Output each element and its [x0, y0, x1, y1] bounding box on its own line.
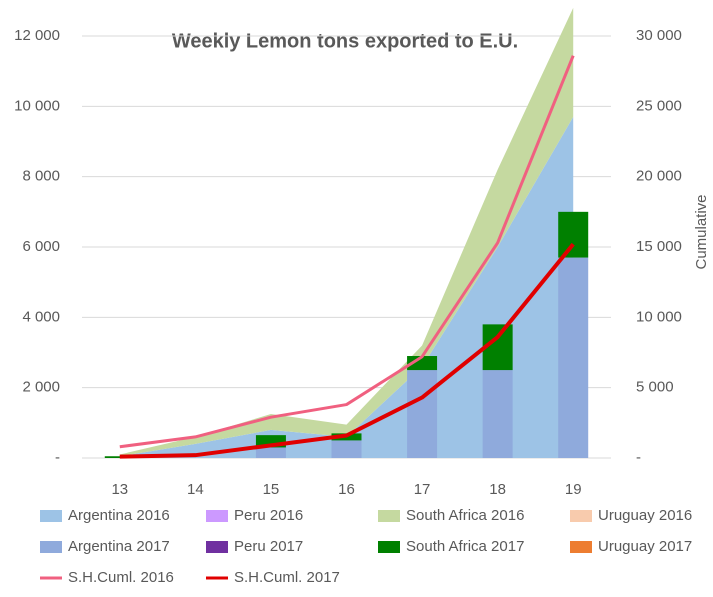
bar [255, 447, 286, 458]
legend-swatch [570, 510, 592, 522]
bar [482, 370, 513, 458]
line [119, 55, 575, 449]
x-tick-label: 14 [187, 481, 204, 498]
x-tick-label: 16 [338, 481, 355, 498]
grid [82, 35, 611, 459]
bar [407, 356, 438, 371]
y2-tick-label: 20 000 [636, 168, 682, 185]
y2-tick-label: 5 000 [636, 379, 674, 396]
area [119, 7, 574, 457]
legend-swatch [40, 541, 62, 553]
y-tick-label: 2 000 [22, 379, 60, 396]
legend-swatch [570, 541, 592, 553]
legend-label: Uruguay 2016 [598, 507, 692, 524]
legend-label: Uruguay 2017 [598, 538, 692, 555]
legend-label: South Africa 2017 [406, 538, 524, 555]
legend-label: Peru 2017 [234, 538, 303, 555]
x-tick-label: 19 [565, 481, 582, 498]
legend-label: Argentina 2017 [68, 538, 170, 555]
y-tick-label: 10 000 [14, 97, 60, 114]
bar [558, 211, 589, 258]
bar [407, 370, 438, 458]
y-tick-label: 4 000 [22, 308, 60, 325]
line [119, 242, 575, 459]
y2-tick-label: 30 000 [636, 27, 682, 44]
x-tick-label: 13 [111, 481, 128, 498]
y2-axis-label: Cumulative [693, 194, 710, 269]
bar [104, 456, 135, 458]
y-tick-label: 6 000 [22, 238, 60, 255]
x-tick-label: 17 [414, 481, 431, 498]
legend-label: S.H.Cuml. 2017 [234, 569, 340, 586]
bar [331, 440, 362, 458]
legend-label: South Africa 2016 [406, 507, 524, 524]
x-tick-label: 18 [489, 481, 506, 498]
bar [558, 257, 589, 458]
y-tick-label: 12 000 [14, 27, 60, 44]
legend-label: S.H.Cuml. 2016 [68, 569, 174, 586]
legend-label: Peru 2016 [234, 507, 303, 524]
legend-swatch [40, 510, 62, 522]
y2-tick-label: - [636, 449, 641, 466]
y2-tick-label: 25 000 [636, 97, 682, 114]
legend-label: Argentina 2016 [68, 507, 170, 524]
y-tick-label: 8 000 [22, 168, 60, 185]
legend-swatch [378, 510, 400, 522]
x-tick-label: 15 [263, 481, 280, 498]
area [119, 116, 574, 458]
legend-swatch [206, 541, 228, 553]
legend-swatch [206, 510, 228, 522]
chart-title: Weekly Lemon tons exported to E.U. [172, 30, 518, 52]
y-tick-label: - [55, 449, 60, 466]
y2-tick-label: 10 000 [636, 308, 682, 325]
y2-tick-label: 15 000 [636, 238, 682, 255]
legend-swatch [378, 541, 400, 553]
